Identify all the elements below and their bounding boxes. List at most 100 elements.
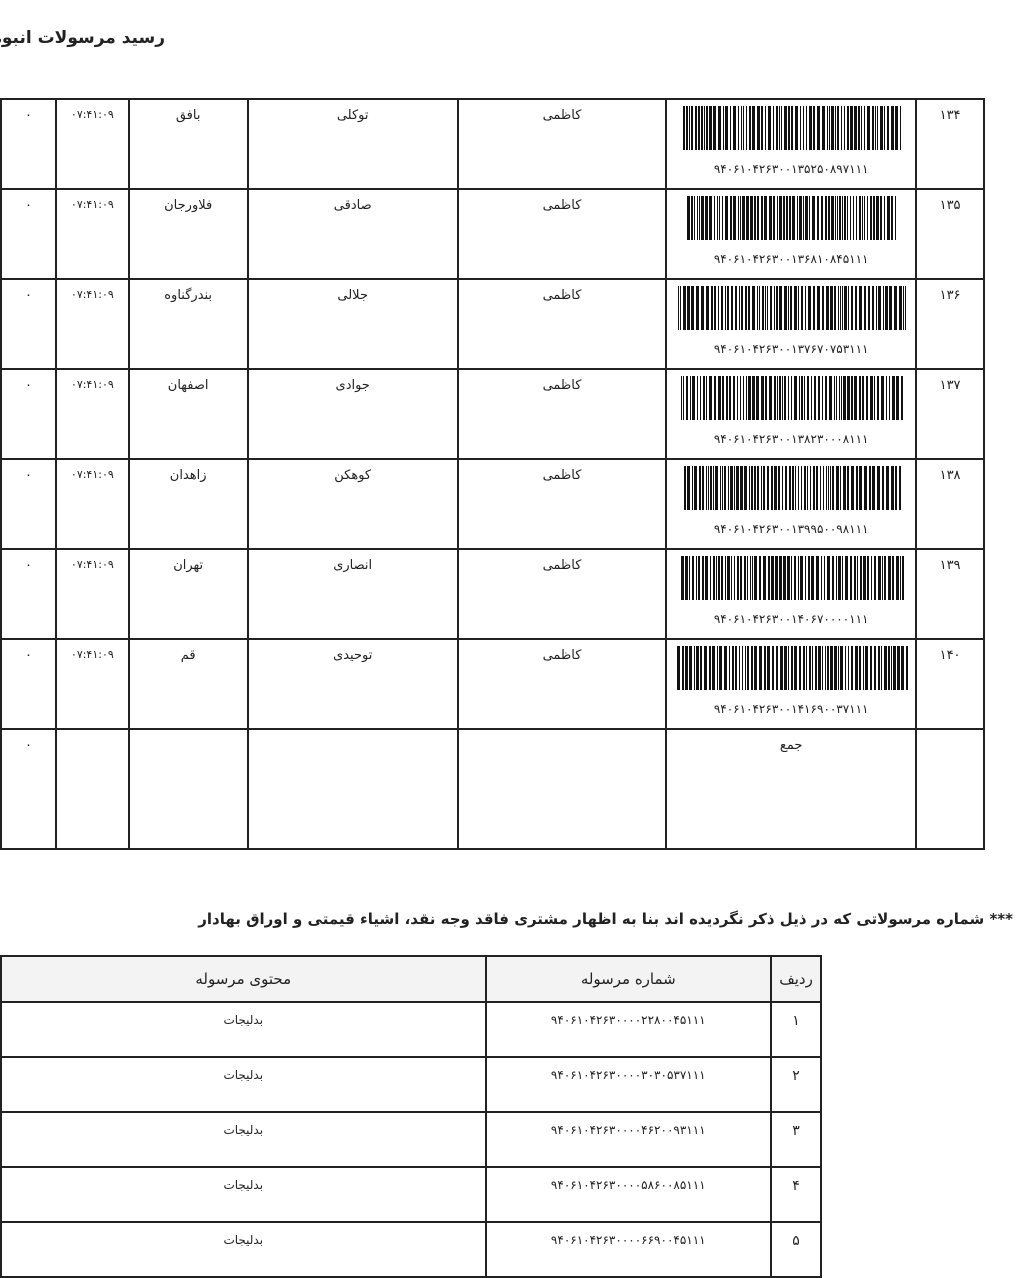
- barcode-cell: ۹۴۰۶۱۰۴۲۶۳۰۰۱۳۵۲۵۰۸۹۷۱۱۱: [665, 98, 918, 190]
- barcode-bar: [902, 286, 904, 330]
- barcode-bar: [800, 466, 802, 510]
- barcode-bar: [733, 466, 735, 510]
- barcode-number: ۹۴۰۶۱۰۴۲۶۳۰۰۱۳۵۲۵۰۸۹۷۱۱۱: [713, 162, 869, 176]
- city: قم: [127, 638, 249, 730]
- amount: ۰: [0, 278, 57, 370]
- barcode-bar: [709, 196, 713, 240]
- barcode-bar: [700, 286, 704, 330]
- barcode-bar: [837, 106, 840, 150]
- parcel-number: ۹۴۰۶۱۰۴۲۶۳۰۰۰۰۳۰۳۰۵۳۷۱۱۱: [484, 1056, 773, 1113]
- barcode-bar: [887, 106, 890, 150]
- barcode-bar: [716, 646, 718, 690]
- barcode-bar: [809, 106, 813, 150]
- barcode-bar: [695, 106, 698, 150]
- barcode-bar: [864, 646, 868, 690]
- barcode-bar: [748, 466, 750, 510]
- barcode-bar: [890, 646, 892, 690]
- barcode-bar: [854, 646, 858, 690]
- barcode-bar: [842, 466, 846, 510]
- barcode-image: [673, 286, 909, 330]
- barcode-bar: [760, 466, 762, 510]
- barcode-bar: [709, 106, 713, 150]
- barcode-bar: [714, 466, 718, 510]
- receipt-row: ۱۳۵ ۹۴۰۶۱۰۴۲۶۳۰۰۱۳۶۸۱۰۸۴۵۱۱۱ کاظمی صادقی فلا…: [0, 188, 985, 280]
- barcode-bar: [783, 196, 786, 240]
- barcode-bar: [880, 106, 884, 150]
- barcode-bar: [799, 196, 803, 240]
- barcode-bar: [891, 376, 895, 420]
- contents-row: ۳ ۹۴۰۶۱۰۴۲۶۳۰۰۰۰۴۶۲۰۰۹۳۱۱۱ بدلیجات: [0, 1111, 822, 1168]
- barcode-bar: [858, 106, 861, 150]
- barcode-bar: [812, 286, 815, 330]
- barcode-bar: [844, 556, 848, 600]
- barcode-bar: [826, 646, 829, 690]
- time: ۰۷:۴۱:۰۹: [54, 278, 130, 370]
- parcel-number: ۹۴۰۶۱۰۴۲۶۳۰۰۰۰۲۲۸۰۰۴۵۱۱۱: [484, 1001, 773, 1058]
- barcode-bar: [768, 376, 772, 420]
- barcode-bar: [856, 196, 858, 240]
- barcode-bar: [885, 466, 889, 510]
- barcode-bar: [887, 556, 891, 600]
- barcode-bar: [870, 196, 873, 240]
- barcode-bar: [774, 556, 778, 600]
- barcode-bar: [708, 376, 712, 420]
- barcode-bar: [894, 466, 897, 510]
- barcode-bar: [762, 556, 766, 600]
- barcode-bar: [829, 646, 833, 690]
- barcode-bar: [677, 286, 679, 330]
- barcode-bar: [896, 646, 900, 690]
- barcode-bar: [706, 106, 709, 150]
- barcode-bar: [821, 286, 824, 330]
- barcode-bar: [882, 286, 884, 330]
- barcode-bar: [697, 556, 700, 600]
- barcode-bar: [791, 106, 794, 150]
- barcode-bar: [850, 646, 853, 690]
- barcode-bar: [795, 106, 799, 150]
- barcode-bar: [870, 556, 872, 600]
- barcode-bar: [680, 556, 684, 600]
- barcode-bar: [685, 376, 688, 420]
- barcode-bar: [850, 196, 852, 240]
- recipient: کوهکن: [246, 458, 459, 550]
- barcode-bar: [726, 556, 730, 600]
- barcode-bar: [746, 196, 750, 240]
- barcode-bar: [728, 646, 730, 690]
- barcode-bar: [761, 106, 764, 150]
- barcode-bar: [833, 376, 835, 420]
- barcode-bar: [744, 646, 746, 690]
- barcode-bar: [829, 466, 831, 510]
- barcode-bar: [880, 196, 883, 240]
- barcode-bar: [823, 556, 825, 600]
- barcode-bar: [835, 196, 837, 240]
- barcode-bar: [841, 556, 843, 600]
- recipient: صادقی: [246, 188, 459, 280]
- barcode-bar: [887, 196, 891, 240]
- contents-row: ۱ ۹۴۰۶۱۰۴۲۶۳۰۰۰۰۲۲۸۰۰۴۵۱۱۱ بدلیجات: [0, 1001, 822, 1058]
- barcode-bar: [736, 376, 738, 420]
- barcode-bar: [877, 646, 880, 690]
- barcode-bar: [686, 286, 690, 330]
- barcode-bar: [694, 196, 696, 240]
- barcode-bar: [703, 646, 707, 690]
- barcode-bar: [803, 196, 805, 240]
- sender: کاظمی: [456, 638, 668, 730]
- barcode-bar: [778, 376, 781, 420]
- barcode-bar: [877, 106, 879, 150]
- barcode-bar: [790, 556, 792, 600]
- barcode-bar: [829, 106, 831, 150]
- barcode-bar: [815, 556, 819, 600]
- barcode-bar: [712, 466, 714, 510]
- recipient: توکلی: [246, 98, 459, 190]
- barcode-bar: [743, 556, 746, 600]
- amount: ۰: [0, 458, 57, 550]
- barcode-bar: [724, 286, 726, 330]
- barcode-bar: [701, 556, 704, 600]
- city: تهران: [127, 548, 249, 640]
- sender: کاظمی: [456, 278, 668, 370]
- barcode-bar: [717, 286, 719, 330]
- barcode-image: [673, 646, 909, 690]
- barcode-bar: [875, 106, 877, 150]
- barcode-bar: [775, 286, 778, 330]
- barcode-bar: [858, 286, 862, 330]
- barcode-bar: [764, 196, 768, 240]
